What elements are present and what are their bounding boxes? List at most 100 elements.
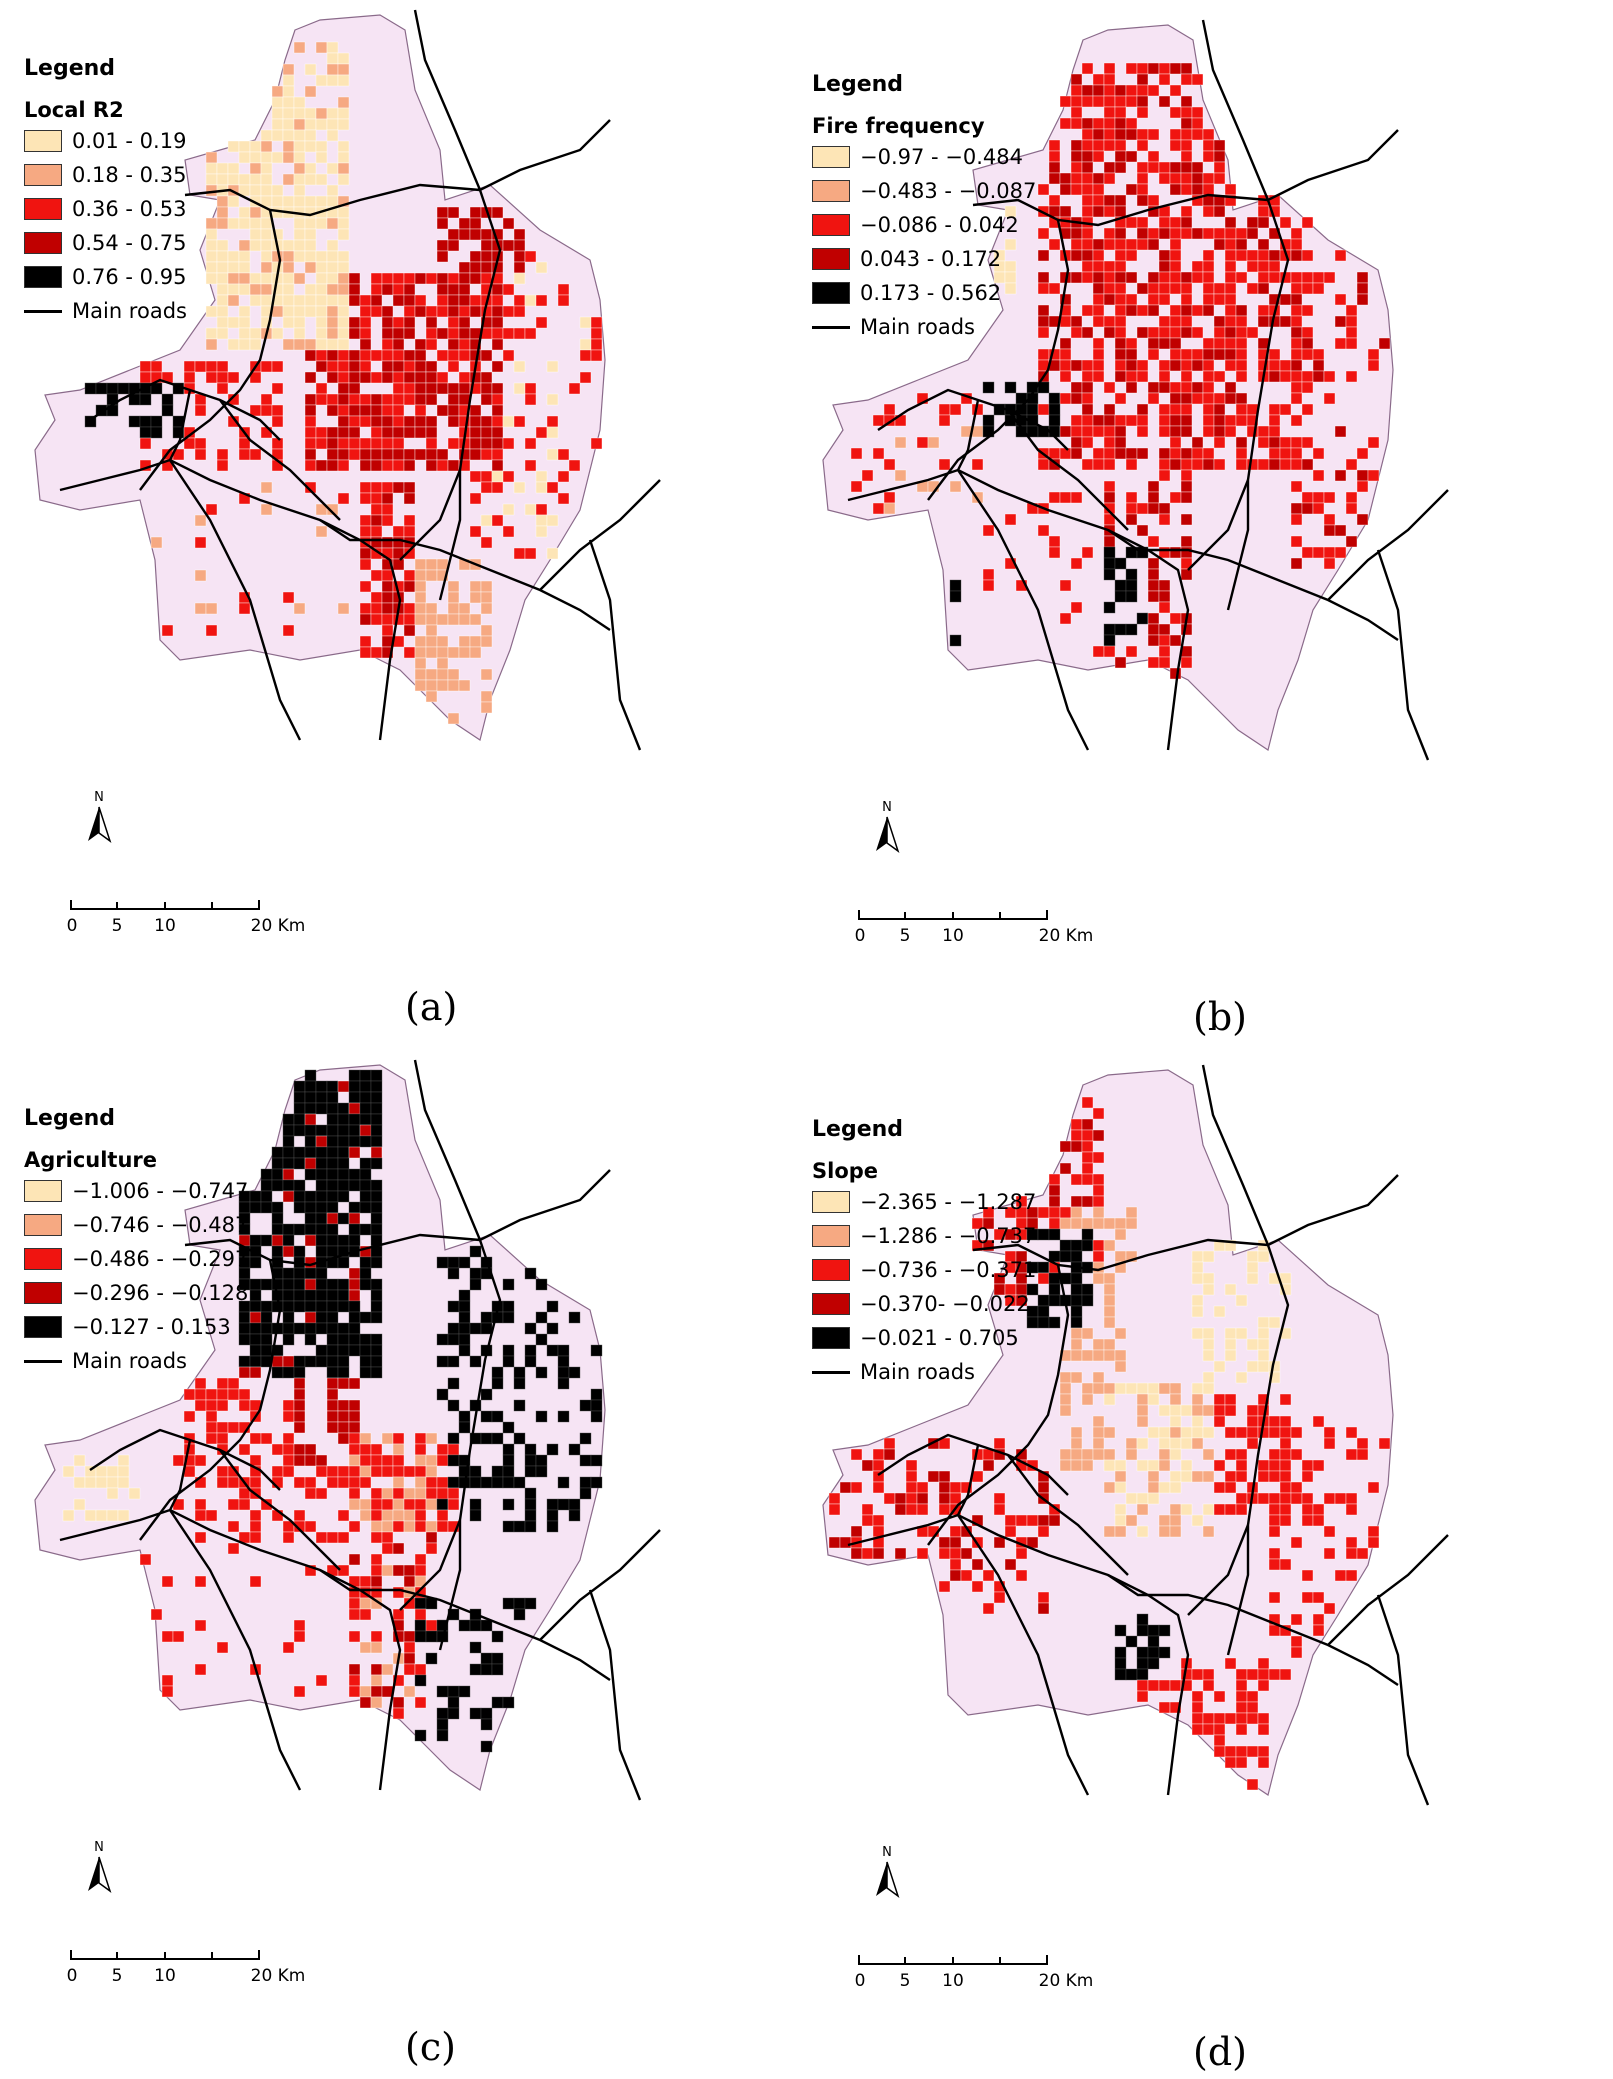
- class-4-cell: [414, 371, 427, 384]
- class-4-cell: [458, 382, 471, 395]
- class-3-cell: [1037, 403, 1050, 416]
- class-1-cell: [1136, 1382, 1149, 1395]
- class-4-cell: [447, 228, 460, 241]
- class-1-cell: [238, 206, 251, 219]
- scale-label: 10: [942, 926, 964, 946]
- class-4-cell: [1257, 282, 1270, 295]
- class-5-cell: [260, 1168, 273, 1181]
- class-4-cell: [326, 1399, 339, 1412]
- class-3-cell: [1004, 1514, 1017, 1527]
- class-4-cell: [1070, 447, 1083, 460]
- class-2-cell: [194, 602, 207, 615]
- class-3-cell: [1235, 1701, 1248, 1714]
- class-3-cell: [1059, 117, 1072, 130]
- class-3-cell: [1092, 139, 1105, 152]
- class-5-cell: [1048, 1272, 1061, 1285]
- class-3-cell: [1224, 337, 1237, 350]
- class-1-cell: [1004, 205, 1017, 218]
- class-3-cell: [938, 458, 951, 471]
- class-5-cell: [326, 1245, 339, 1258]
- class-1-cell: [84, 1476, 97, 1489]
- class-3-cell: [1202, 172, 1215, 185]
- class-2-cell: [1125, 1514, 1138, 1527]
- class-3-cell: [1070, 84, 1083, 97]
- class-5-cell: [480, 1322, 493, 1335]
- class-3-cell: [216, 371, 229, 384]
- class-4-cell: [513, 239, 526, 252]
- class-1-cell: [205, 239, 218, 252]
- class-5-cell: [326, 1135, 339, 1148]
- class-5-cell: [337, 1333, 350, 1346]
- class-2-cell: [282, 173, 295, 186]
- class-3-cell: [1290, 348, 1303, 361]
- class-1-cell: [1136, 1525, 1149, 1538]
- class-4-cell: [1114, 656, 1127, 669]
- class-2-cell: [359, 1498, 372, 1511]
- class-3-cell: [1059, 359, 1072, 372]
- class-3-cell: [1312, 1591, 1325, 1604]
- class-3-cell: [590, 437, 603, 450]
- class-4-cell: [850, 1525, 863, 1538]
- class-4-cell: [381, 536, 394, 549]
- class-5-cell: [1059, 1239, 1072, 1252]
- class-4-cell: [414, 393, 427, 406]
- class-1-cell: [326, 294, 339, 307]
- main-road-11: [1007, 1454, 1129, 1576]
- class-5-cell: [502, 1476, 515, 1489]
- class-2-cell: [205, 338, 218, 351]
- class-4-cell: [1037, 304, 1050, 317]
- class-3-cell: [370, 602, 383, 615]
- legend-field-name: Local R2: [24, 98, 124, 122]
- class-1-cell: [337, 206, 350, 219]
- class-2-cell: [1191, 1404, 1204, 1417]
- class-3-cell: [414, 1509, 427, 1522]
- class-1-cell: [293, 239, 306, 252]
- class-3-cell: [1180, 172, 1193, 185]
- class-2-cell: [1103, 1316, 1116, 1329]
- class-5-cell: [84, 382, 97, 395]
- class-5-cell: [436, 1707, 449, 1720]
- class-4-cell: [304, 371, 317, 384]
- class-5-cell: [524, 1322, 537, 1335]
- class-3-cell: [1059, 447, 1072, 460]
- class-3-cell: [1312, 1415, 1325, 1428]
- class-3-cell: [1290, 1426, 1303, 1439]
- legend-swatch: [812, 1293, 850, 1315]
- class-3-cell: [1136, 1690, 1149, 1703]
- class-2-cell: [425, 602, 438, 615]
- class-1-cell: [293, 151, 306, 164]
- class-4-cell: [370, 536, 383, 549]
- class-3-cell: [1345, 491, 1358, 504]
- class-2-cell: [436, 635, 449, 648]
- class-5-cell: [502, 1300, 515, 1313]
- class-5-cell: [1147, 1635, 1160, 1648]
- class-1-cell: [293, 250, 306, 263]
- class-3-cell: [1081, 304, 1094, 317]
- class-5-cell: [1037, 1228, 1050, 1241]
- class-4-cell: [480, 393, 493, 406]
- legend-class-label: 0.36 - 0.53: [72, 197, 187, 221]
- class-3-cell: [1081, 260, 1094, 273]
- class-1-cell: [1125, 1492, 1138, 1505]
- class-1-cell: [535, 261, 548, 274]
- class-5-cell: [370, 1179, 383, 1192]
- class-3-cell: [1180, 348, 1193, 361]
- class-5-cell: [337, 1366, 350, 1379]
- class-3-cell: [1290, 1481, 1303, 1494]
- class-5-cell: [249, 1355, 262, 1368]
- class-3-cell: [249, 1520, 262, 1533]
- class-2-cell: [326, 283, 339, 296]
- class-5-cell: [370, 1113, 383, 1126]
- class-3-cell: [1158, 315, 1171, 328]
- legend-class-label: 0.54 - 0.75: [72, 231, 187, 255]
- class-4-cell: [381, 371, 394, 384]
- class-3-cell: [861, 1514, 874, 1527]
- class-4-cell: [938, 1536, 951, 1549]
- class-3-cell: [172, 1454, 185, 1467]
- class-4-cell: [1070, 271, 1083, 284]
- class-1-cell: [293, 184, 306, 197]
- class-1-cell: [1191, 1305, 1204, 1318]
- class-3-cell: [949, 403, 962, 416]
- class-4-cell: [436, 206, 449, 219]
- class-5-cell: [1081, 1228, 1094, 1241]
